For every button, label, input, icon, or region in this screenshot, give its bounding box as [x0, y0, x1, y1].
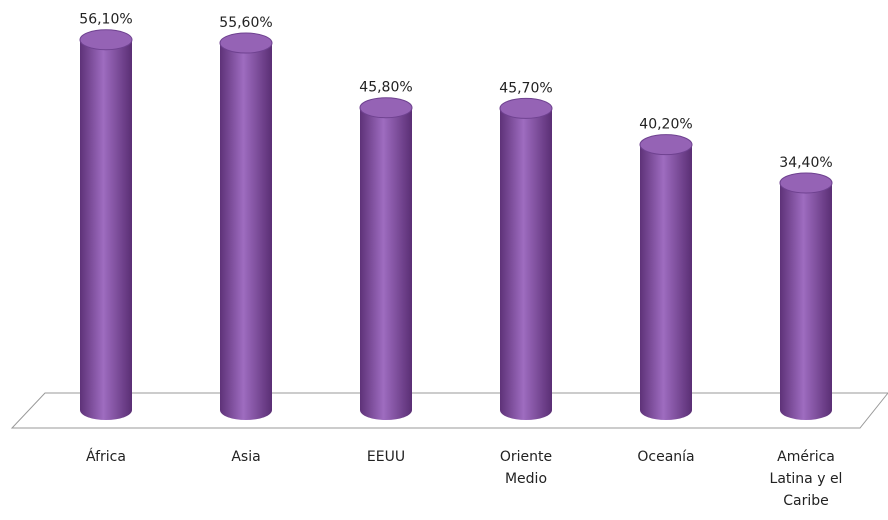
value-label: 45,70%	[499, 80, 552, 96]
bar	[360, 107, 412, 420]
bar	[220, 43, 272, 420]
x-tick-label: Oceanía	[637, 449, 695, 465]
value-label: 34,40%	[779, 155, 832, 171]
bar	[80, 39, 132, 421]
x-tick-label: América Latina y el Caribe	[769, 449, 843, 509]
bar-top	[79, 29, 133, 51]
floor	[10, 392, 888, 429]
bar-top	[359, 97, 413, 119]
value-label: 55,60%	[219, 15, 272, 31]
x-tick-label: Asia	[231, 449, 261, 465]
value-label: 40,20%	[639, 117, 692, 133]
x-tick-label: EEUU	[366, 449, 406, 465]
bar	[500, 108, 552, 420]
bar	[640, 144, 692, 420]
bar	[780, 182, 832, 420]
bar-top	[219, 32, 273, 54]
bar-top	[639, 134, 693, 156]
bar-top	[499, 97, 553, 119]
value-label: 45,80%	[359, 80, 412, 96]
x-tick-label: Oriente Medio	[499, 449, 553, 487]
value-label: 56,10%	[79, 12, 132, 28]
bar-top	[779, 172, 833, 194]
x-tick-label: África	[86, 449, 126, 465]
